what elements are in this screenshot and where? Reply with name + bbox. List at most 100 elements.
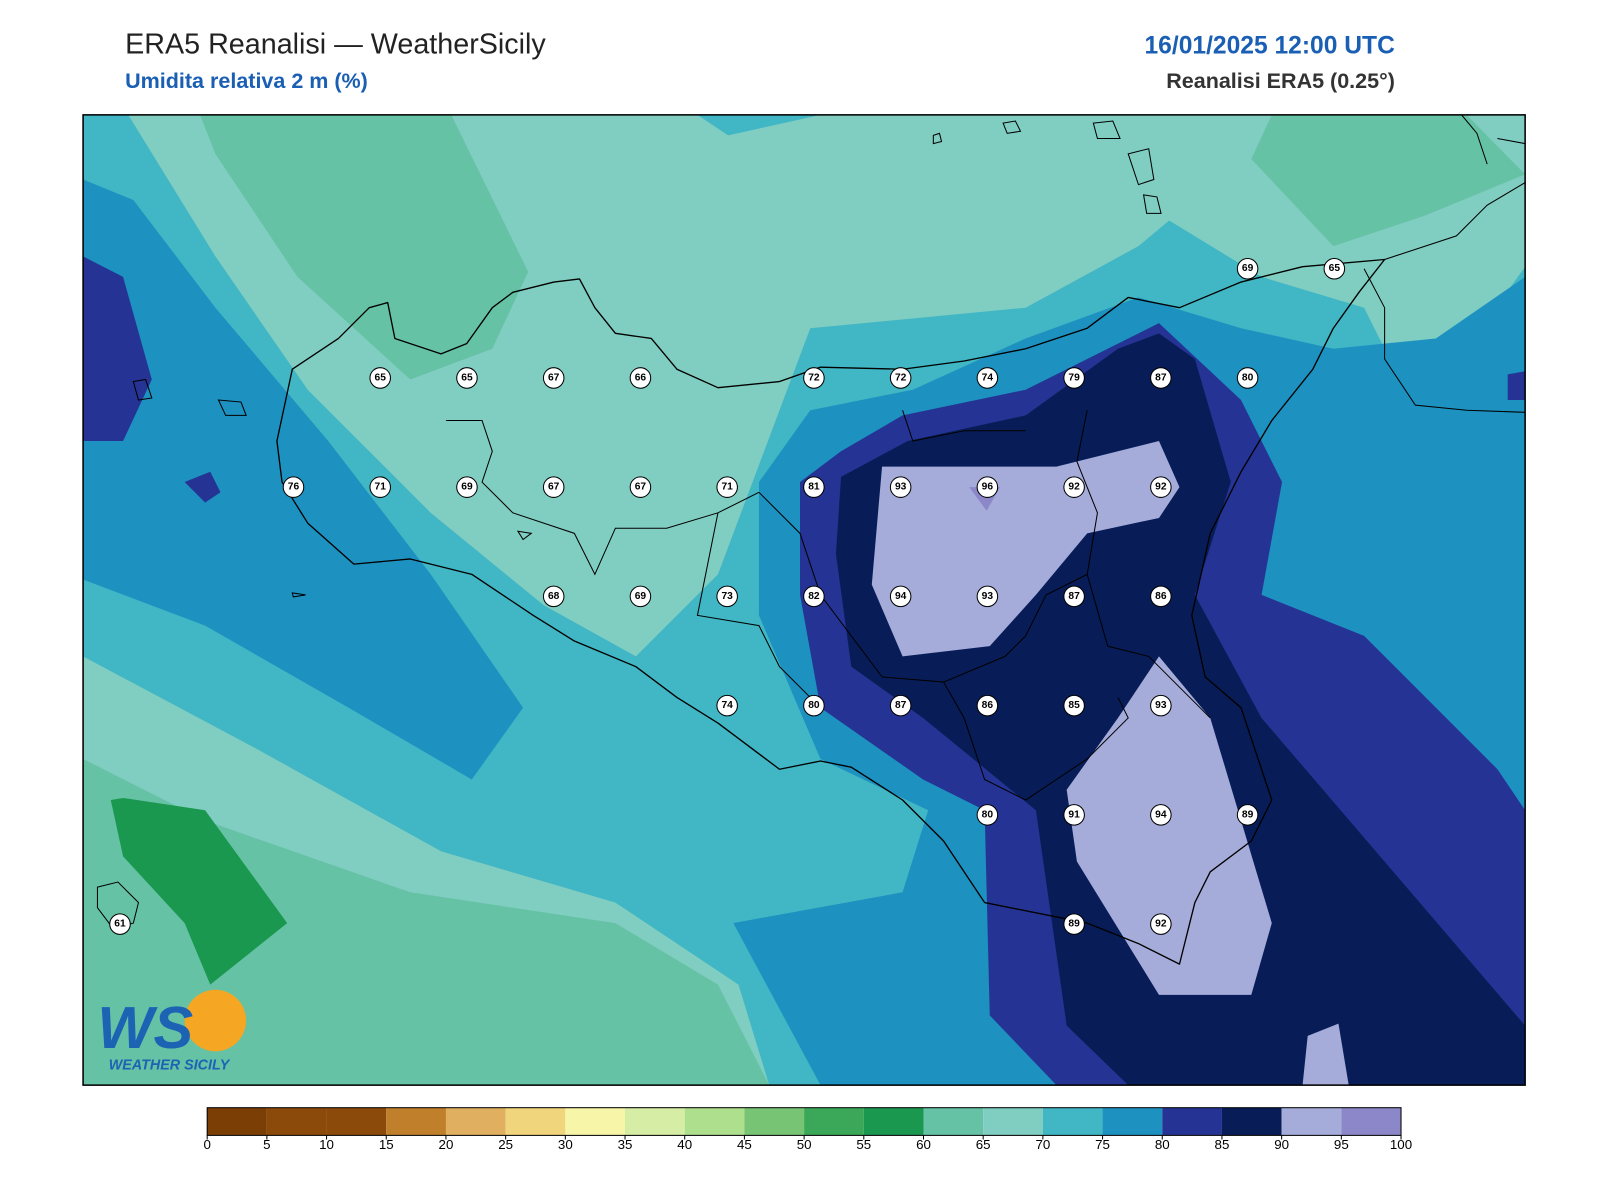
island — [96, 120, 1162, 929]
colorbar-tick-label: 55 — [856, 1137, 871, 1152]
colorbar-tick-label: 5 — [263, 1137, 270, 1152]
colorbar-segment — [1162, 1107, 1222, 1136]
station-marker — [629, 367, 652, 389]
logo-sun — [184, 989, 247, 1052]
colorbar-tick-label: 50 — [797, 1137, 812, 1152]
station-value: 68 — [548, 591, 560, 602]
station-value: 69 — [461, 482, 473, 493]
station-value: 87 — [1068, 591, 1080, 602]
station-marker — [282, 476, 305, 498]
coastline — [1363, 114, 1526, 413]
station-marker — [803, 476, 825, 498]
colorbar-segment — [1102, 1107, 1163, 1136]
station-value: 80 — [1242, 372, 1254, 383]
station-value: 82 — [808, 591, 820, 602]
station-marker — [889, 585, 912, 608]
station-value: 87 — [895, 700, 907, 711]
station-value: 67 — [548, 482, 560, 493]
subtitle: Umidita relativa 2 m (%) — [125, 69, 368, 93]
colorbar-segment — [804, 1107, 864, 1136]
station-marker — [1150, 585, 1172, 608]
station-value: 67 — [635, 482, 647, 493]
contour — [1066, 656, 1272, 995]
station-marker — [803, 367, 825, 389]
colorbar-tick-label: 35 — [618, 1137, 633, 1152]
station-marker — [369, 367, 391, 389]
station-marker — [976, 367, 999, 389]
station-marker — [716, 694, 738, 717]
station-marker — [1236, 804, 1259, 826]
colorbar-segment — [923, 1107, 984, 1136]
station-value: 89 — [1068, 919, 1080, 930]
station-value: 65 — [1329, 263, 1341, 274]
colorbar-segment — [565, 1107, 626, 1136]
station-value: 65 — [461, 372, 473, 383]
colorbar-segment — [1341, 1107, 1402, 1136]
contour — [200, 114, 529, 380]
station-marker — [1063, 585, 1085, 608]
station-value: 92 — [1068, 482, 1080, 493]
station-value: 87 — [1155, 372, 1167, 383]
contour — [83, 179, 524, 780]
station-value: 89 — [1242, 809, 1254, 820]
colorbar-segment — [445, 1107, 506, 1136]
station-value: 69 — [1242, 263, 1254, 274]
station-marker — [889, 476, 912, 498]
station-marker — [1323, 257, 1346, 280]
station-marker — [976, 476, 999, 498]
station-marker — [1063, 367, 1085, 389]
contour — [1507, 371, 1526, 400]
station-value: 61 — [114, 919, 126, 930]
station-marker — [542, 476, 565, 498]
station-marker — [1150, 367, 1172, 389]
station-marker — [716, 476, 738, 498]
station-marker — [803, 585, 825, 608]
colorbar-tick-label: 100 — [1390, 1137, 1412, 1152]
contour — [83, 256, 152, 442]
colorbar-tick-label: 65 — [976, 1137, 991, 1152]
station-value: 67 — [548, 372, 560, 383]
contour — [871, 441, 1180, 657]
station-marker — [1063, 804, 1085, 826]
colorbar-tick-label: 70 — [1035, 1137, 1050, 1152]
station-marker — [456, 367, 478, 389]
station-value: 72 — [808, 372, 820, 383]
contour — [1302, 1023, 1349, 1086]
title: ERA5 Reanalisi — WeatherSicily — [125, 28, 546, 60]
colorbar-segment — [1042, 1107, 1103, 1136]
station-value: 65 — [375, 372, 387, 383]
source: Reanalisi ERA5 (0.25°) — [1166, 69, 1395, 93]
colorbar-tick-label: 60 — [916, 1137, 931, 1152]
station-value: 86 — [1155, 591, 1167, 602]
colorbar-tick-label: 80 — [1155, 1137, 1170, 1152]
colorbar-tick-label: 40 — [677, 1137, 692, 1152]
station-value: 72 — [895, 372, 907, 383]
station-marker — [1236, 367, 1259, 389]
contour — [1251, 114, 1526, 247]
station-value: 79 — [1068, 372, 1080, 383]
station-value: 94 — [1155, 809, 1167, 820]
station-value: 92 — [1155, 482, 1167, 493]
station-marker — [1236, 257, 1259, 280]
station-marker — [889, 367, 912, 389]
station-value: 93 — [895, 482, 907, 493]
station-marker — [542, 367, 565, 389]
colorbar-tick-label: 0 — [203, 1137, 210, 1152]
colorbar-segment — [505, 1107, 566, 1136]
logo-mark: WS — [97, 994, 193, 1061]
station-value: 80 — [808, 700, 820, 711]
station-marker — [976, 804, 999, 826]
station-marker — [1063, 694, 1085, 717]
colorbar-tick-label: 85 — [1215, 1137, 1230, 1152]
colorbar-tick-label: 10 — [319, 1137, 334, 1152]
station-marker — [716, 585, 738, 608]
contour — [110, 797, 288, 985]
station-marker — [1150, 476, 1172, 498]
station-value: 74 — [982, 372, 994, 383]
colorbar-segment — [983, 1107, 1043, 1136]
colorbar-tick-label: 30 — [558, 1137, 573, 1152]
colorbar-segment — [326, 1107, 387, 1136]
station-value: 85 — [1068, 700, 1080, 711]
station-marker — [1063, 913, 1085, 935]
station-value: 80 — [982, 809, 994, 820]
